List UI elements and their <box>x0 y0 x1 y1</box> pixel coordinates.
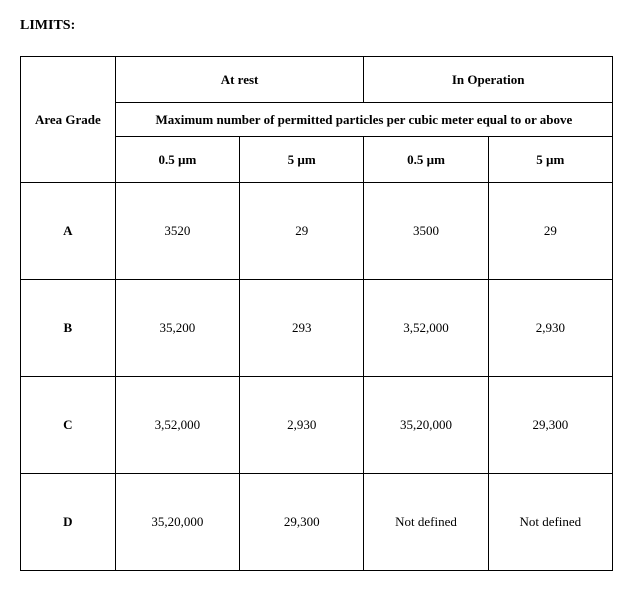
size-header: 0.5 µm <box>364 137 488 183</box>
data-cell: Not defined <box>488 474 612 571</box>
data-cell: 29 <box>488 183 612 280</box>
data-cell: 3,52,000 <box>115 377 239 474</box>
size-header: 5 µm <box>488 137 612 183</box>
data-cell: 35,20,000 <box>115 474 239 571</box>
state-header-in-operation: In Operation <box>364 57 613 103</box>
grade-cell: D <box>21 474 116 571</box>
table-row: C 3,52,000 2,930 35,20,000 29,300 <box>21 377 613 474</box>
data-cell: 29,300 <box>240 474 364 571</box>
data-cell: 293 <box>240 280 364 377</box>
row-header-label: Area Grade <box>21 57 116 183</box>
grade-cell: B <box>21 280 116 377</box>
table-header-row-state: Area Grade At rest In Operation <box>21 57 613 103</box>
size-header: 5 µm <box>240 137 364 183</box>
grade-cell: A <box>21 183 116 280</box>
data-cell: 35,20,000 <box>364 377 488 474</box>
data-cell: 29 <box>240 183 364 280</box>
data-cell: 3,52,000 <box>364 280 488 377</box>
data-cell: 2,930 <box>240 377 364 474</box>
limits-table: Area Grade At rest In Operation Maximum … <box>20 56 613 571</box>
table-row: B 35,200 293 3,52,000 2,930 <box>21 280 613 377</box>
data-cell: 35,200 <box>115 280 239 377</box>
state-header-at-rest: At rest <box>115 57 364 103</box>
table-row: D 35,20,000 29,300 Not defined Not defin… <box>21 474 613 571</box>
size-header: 0.5 µm <box>115 137 239 183</box>
table-row: A 3520 29 3500 29 <box>21 183 613 280</box>
data-cell: Not defined <box>364 474 488 571</box>
subheader: Maximum number of permitted particles pe… <box>115 103 612 137</box>
data-cell: 3520 <box>115 183 239 280</box>
page-title: LIMITS: <box>20 18 613 34</box>
grade-cell: C <box>21 377 116 474</box>
data-cell: 3500 <box>364 183 488 280</box>
data-cell: 2,930 <box>488 280 612 377</box>
data-cell: 29,300 <box>488 377 612 474</box>
